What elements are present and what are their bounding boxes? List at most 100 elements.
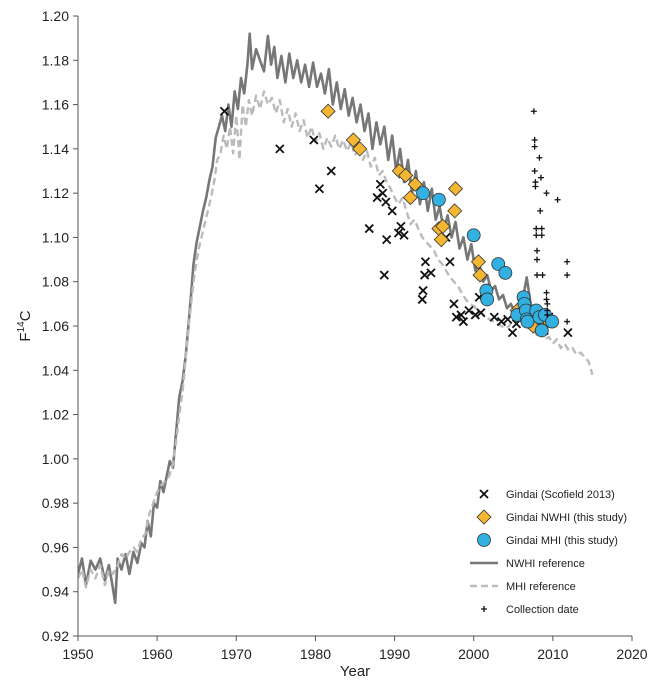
y-tick-label: 0.96 (42, 539, 69, 555)
y-axis-title-main: F (17, 332, 34, 341)
gindai-scofield-2013-point (364, 223, 374, 234)
gindai-scofield-2013-point (426, 268, 436, 278)
gindai-mhi-this-study-point (416, 186, 430, 201)
y-tick-label: 1.14 (42, 141, 69, 157)
gindai-mhi-this-study-point (534, 323, 549, 338)
y-tick-label: 1.06 (42, 318, 69, 334)
collection-date-point (534, 272, 541, 279)
gindai-mhi-this-study-point (431, 192, 446, 207)
gindai-nwhi-this-study-point (447, 181, 464, 197)
gindai-scofield-2013-point (507, 328, 518, 338)
gindai-mhi-this-study-point (520, 314, 535, 329)
gindai-scofield-2013-point (418, 285, 428, 296)
collection-date-point (539, 272, 546, 279)
legend-label-collection-date: Collection date (506, 604, 579, 616)
y-tick-label: 1.16 (42, 97, 69, 113)
gindai-scofield-2013-point (476, 308, 486, 318)
gindai-scofield-2013-point (275, 144, 285, 154)
y-tick-label: 0.98 (42, 495, 69, 511)
collection-date-point (532, 183, 539, 190)
x-tick-label: 1950 (62, 646, 93, 662)
gindai-scofield-2013-point (445, 257, 455, 267)
x-axis-title: Year (340, 663, 370, 680)
gindai-scofield-2013-point (219, 106, 230, 116)
gindai-scofield-2013-point (314, 184, 325, 194)
gindai-scofield-2013-point (451, 312, 461, 322)
y-axis-title-sup: 14 (16, 321, 27, 333)
collection-date-point (543, 289, 550, 296)
legend-label-mhi-reference: MHI reference (506, 581, 576, 593)
gindai-scofield-2013-point (382, 235, 392, 245)
collection-date-point (537, 207, 544, 214)
y-axis-title: F14C (16, 310, 34, 341)
y-tick-label: 1.10 (42, 229, 69, 245)
collection-date-point (533, 232, 540, 239)
gindai-nwhi-this-study-point (435, 218, 451, 234)
collection-date-point (531, 168, 538, 174)
collection-date-point (536, 154, 543, 161)
gindai-scofield-2013-point (417, 294, 427, 305)
legend-swatch-gindai-mhi-this-study (477, 533, 491, 547)
y-tick-label: 1.18 (42, 52, 69, 68)
y-tick-label: 1.12 (42, 185, 69, 201)
legend-label-gindai-mhi-this-study: Gindai MHI (this study) (506, 535, 618, 547)
gindai-scofield-2013-point (470, 310, 480, 320)
gindai-scofield-2013-point (563, 328, 573, 338)
gindai-scofield-2013-point (381, 197, 391, 207)
gindai-scofield-2013-point (379, 270, 389, 280)
gindai-scofield-2013-point (503, 314, 513, 324)
collection-date-point (564, 318, 571, 325)
collection-date-point (564, 272, 571, 279)
gindai-scofield-2013-point (326, 166, 336, 176)
legend-label-gindai-scofield-2013: Gindai (Scofield 2013) (506, 489, 615, 501)
y-tick-label: 1.02 (42, 407, 69, 423)
collection-date-point (544, 311, 551, 318)
legend-item-gindai-nwhi-this-study: Gindai NWHI (this study) (476, 509, 627, 525)
legend-label-nwhi-reference: NWHI reference (506, 558, 585, 570)
gindai-scofield-2013-point (489, 312, 499, 322)
x-tick-label: 2010 (537, 646, 568, 662)
collection-date-series (530, 108, 571, 325)
collection-date-point (544, 300, 551, 307)
gindai-scofield-2013-point (496, 316, 507, 327)
collection-date-point (531, 143, 538, 150)
y-tick-label: 1.04 (42, 362, 69, 378)
y-tick-label: 1.00 (42, 451, 69, 467)
x-ticks: 1950 1960 1970 1980 1990 2000 2010 2020 (62, 636, 648, 662)
gindai-scofield-2013-point (420, 257, 431, 267)
mhi-reference-series (78, 90, 594, 589)
x-tick-label: 1980 (300, 646, 331, 662)
collection-date-point (533, 225, 540, 232)
x-tick-label: 1960 (142, 646, 173, 662)
gindai-scofield-2013-point (375, 179, 385, 189)
legend-label-gindai-nwhi-this-study: Gindai NWHI (this study) (506, 512, 627, 524)
gindai-scofield-2013-point (378, 188, 388, 198)
gindai-nwhi-this-study-point (447, 203, 463, 219)
legend-item-gindai-scofield-2013: Gindai (Scofield 2013) (479, 489, 615, 501)
gindai-nwhi-this-study-point (470, 254, 487, 270)
collection-date-point (543, 296, 550, 303)
gindai-scofield-2013-point (464, 305, 474, 316)
legend-item-collection-date: Collection date (481, 604, 579, 616)
gindai-scofield-2013-point (420, 270, 430, 280)
collection-date-point (534, 247, 541, 254)
mhi-reference-line (78, 90, 594, 589)
gindai-scofield-2013-point (309, 135, 319, 145)
gindai-scofield-2013-point (456, 310, 466, 320)
collection-date-point (543, 190, 550, 197)
y-ticks: 0.92 0.94 0.96 0.98 1.00 1.02 1.04 1.06 1.08 1.10… (42, 8, 78, 644)
nwhi-reference-series (78, 32, 552, 605)
gindai-mhi-this-study-point (498, 265, 513, 280)
collection-date-point (531, 137, 538, 143)
collection-date-point (530, 108, 537, 115)
legend-swatch-gindai-nwhi-this-study (476, 509, 492, 525)
gindai-scofield-2013-point (396, 221, 406, 231)
legend-item-mhi-reference: MHI reference (470, 581, 576, 593)
gindai-nwhi-this-study-point (320, 103, 336, 119)
legend-swatch-collection-date (481, 606, 487, 612)
x-tick-label: 1990 (379, 646, 410, 662)
gindai-scofield-2013-point (458, 316, 469, 327)
collection-date-point (554, 196, 561, 203)
legend-item-gindai-mhi-this-study: Gindai MHI (this study) (477, 533, 618, 547)
